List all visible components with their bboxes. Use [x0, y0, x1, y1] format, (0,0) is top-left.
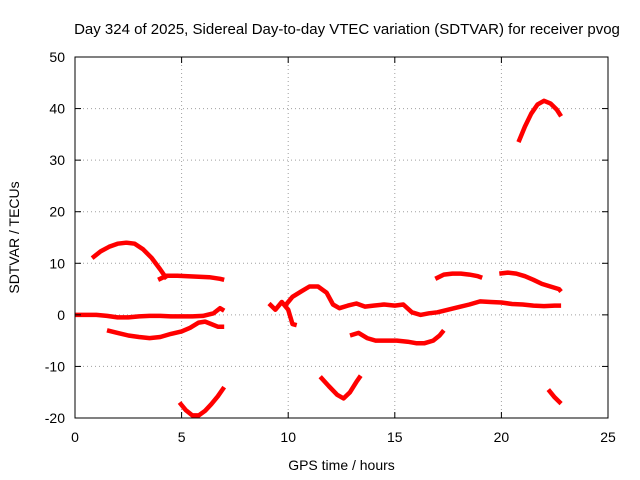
series-arc-13	[546, 388, 563, 406]
y-axis-ticks: -20 -10 0 10 20 30 40 50	[45, 49, 608, 426]
x-tick-label: 5	[178, 429, 186, 445]
series-arc-05	[177, 385, 227, 418]
x-tick-label: 25	[600, 429, 616, 445]
y-tick-label: 40	[49, 101, 65, 117]
y-tick-label: 50	[49, 49, 65, 65]
series-arc-12	[516, 98, 563, 143]
x-tick-label: 0	[71, 429, 79, 445]
series-arc-03	[75, 305, 226, 320]
series-arc-07	[284, 284, 562, 318]
y-tick-label: 20	[49, 204, 65, 220]
y-tick-label: 30	[49, 152, 65, 168]
series-arc-06	[267, 299, 298, 328]
y-tick-label: -20	[45, 410, 65, 426]
x-tick-label: 20	[494, 429, 510, 445]
y-axis-title: SDTVAR / TECUs	[6, 181, 22, 293]
series-arc-01	[90, 240, 169, 281]
x-tick-label: 15	[387, 429, 403, 445]
series-arc-11	[499, 270, 563, 294]
grid	[75, 57, 608, 418]
series-arc-10	[434, 271, 483, 281]
x-axis-title: GPS time / hours	[288, 457, 395, 473]
plot-frame	[74, 56, 609, 419]
y-tick-label: -10	[45, 358, 65, 374]
chart-title: Day 324 of 2025, Sidereal Day-to-day VTE…	[74, 21, 620, 38]
y-tick-label: 10	[49, 255, 65, 271]
series-arc-02	[157, 273, 225, 282]
series-arc-08	[318, 374, 363, 401]
series-layer	[75, 98, 563, 418]
series-arc-09	[349, 328, 446, 346]
series-arc-04	[106, 319, 225, 341]
x-axis-ticks: 0 5 10 15 20 25	[71, 57, 616, 445]
x-tick-label: 10	[280, 429, 296, 445]
y-tick-label: 0	[57, 307, 65, 323]
